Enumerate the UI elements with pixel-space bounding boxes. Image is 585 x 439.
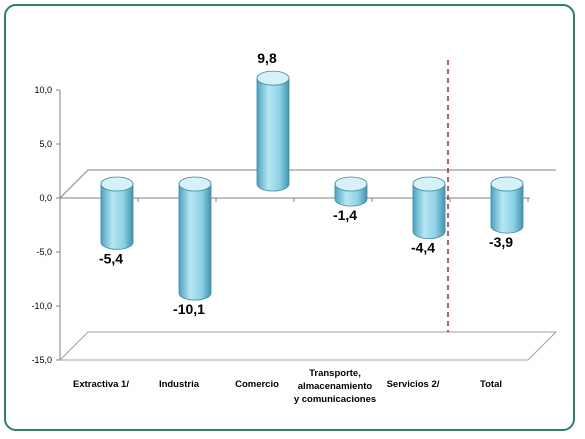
bar-body bbox=[178, 183, 212, 301]
category-label: Extractiva 1/ bbox=[73, 379, 129, 390]
y-tick-label: -10,0 bbox=[31, 301, 52, 311]
y-tick-labels: 10,0 5,0 0,0 -5,0 -10,0 -15,0 bbox=[31, 85, 52, 365]
bar-series bbox=[100, 70, 524, 301]
bar-body bbox=[256, 77, 290, 192]
bar-cap bbox=[412, 176, 446, 192]
data-label: 9,8 bbox=[257, 50, 277, 66]
y-tick-label: 0,0 bbox=[39, 193, 52, 203]
bar bbox=[412, 176, 446, 239]
bar bbox=[256, 70, 290, 192]
category-label: Comercio bbox=[235, 379, 279, 390]
bar-body bbox=[412, 183, 446, 239]
data-label: -1,4 bbox=[333, 207, 357, 223]
data-label: -3,9 bbox=[489, 234, 513, 250]
y-tick-label: 5,0 bbox=[39, 139, 52, 149]
y-tick-label: 10,0 bbox=[34, 85, 52, 95]
category-label: Transporte, almacenamiento y comunicacione… bbox=[294, 368, 376, 405]
bar-body bbox=[100, 183, 134, 250]
data-label: -4,4 bbox=[411, 240, 435, 256]
bar-cap bbox=[334, 176, 368, 192]
data-label: -5,4 bbox=[99, 250, 123, 266]
data-label: -10,1 bbox=[173, 301, 205, 317]
bar bbox=[178, 176, 212, 301]
chart-floor-plane bbox=[58, 331, 558, 361]
y-tick-label: -5,0 bbox=[36, 247, 52, 257]
bar bbox=[490, 176, 524, 234]
data-labels: -5,4 -10,1 9,8 -1,4 -4,4 -3,9 bbox=[99, 50, 513, 317]
bar-cap bbox=[490, 176, 524, 192]
category-label: Industria bbox=[159, 379, 200, 390]
bar bbox=[100, 176, 134, 250]
bar-cap bbox=[100, 176, 134, 192]
zero-baseline-depth bbox=[59, 169, 89, 199]
bar-cap bbox=[256, 70, 290, 86]
category-label: Total bbox=[480, 379, 502, 390]
bar-body bbox=[490, 183, 524, 234]
category-labels: Extractiva 1/Industria Comercio Transporte… bbox=[73, 368, 502, 405]
y-tick-label: -15,0 bbox=[31, 355, 52, 365]
bar-cap bbox=[178, 176, 212, 192]
chart-floor bbox=[58, 169, 558, 361]
category-label: Servicios 2/ bbox=[387, 379, 440, 390]
bar bbox=[334, 176, 368, 207]
